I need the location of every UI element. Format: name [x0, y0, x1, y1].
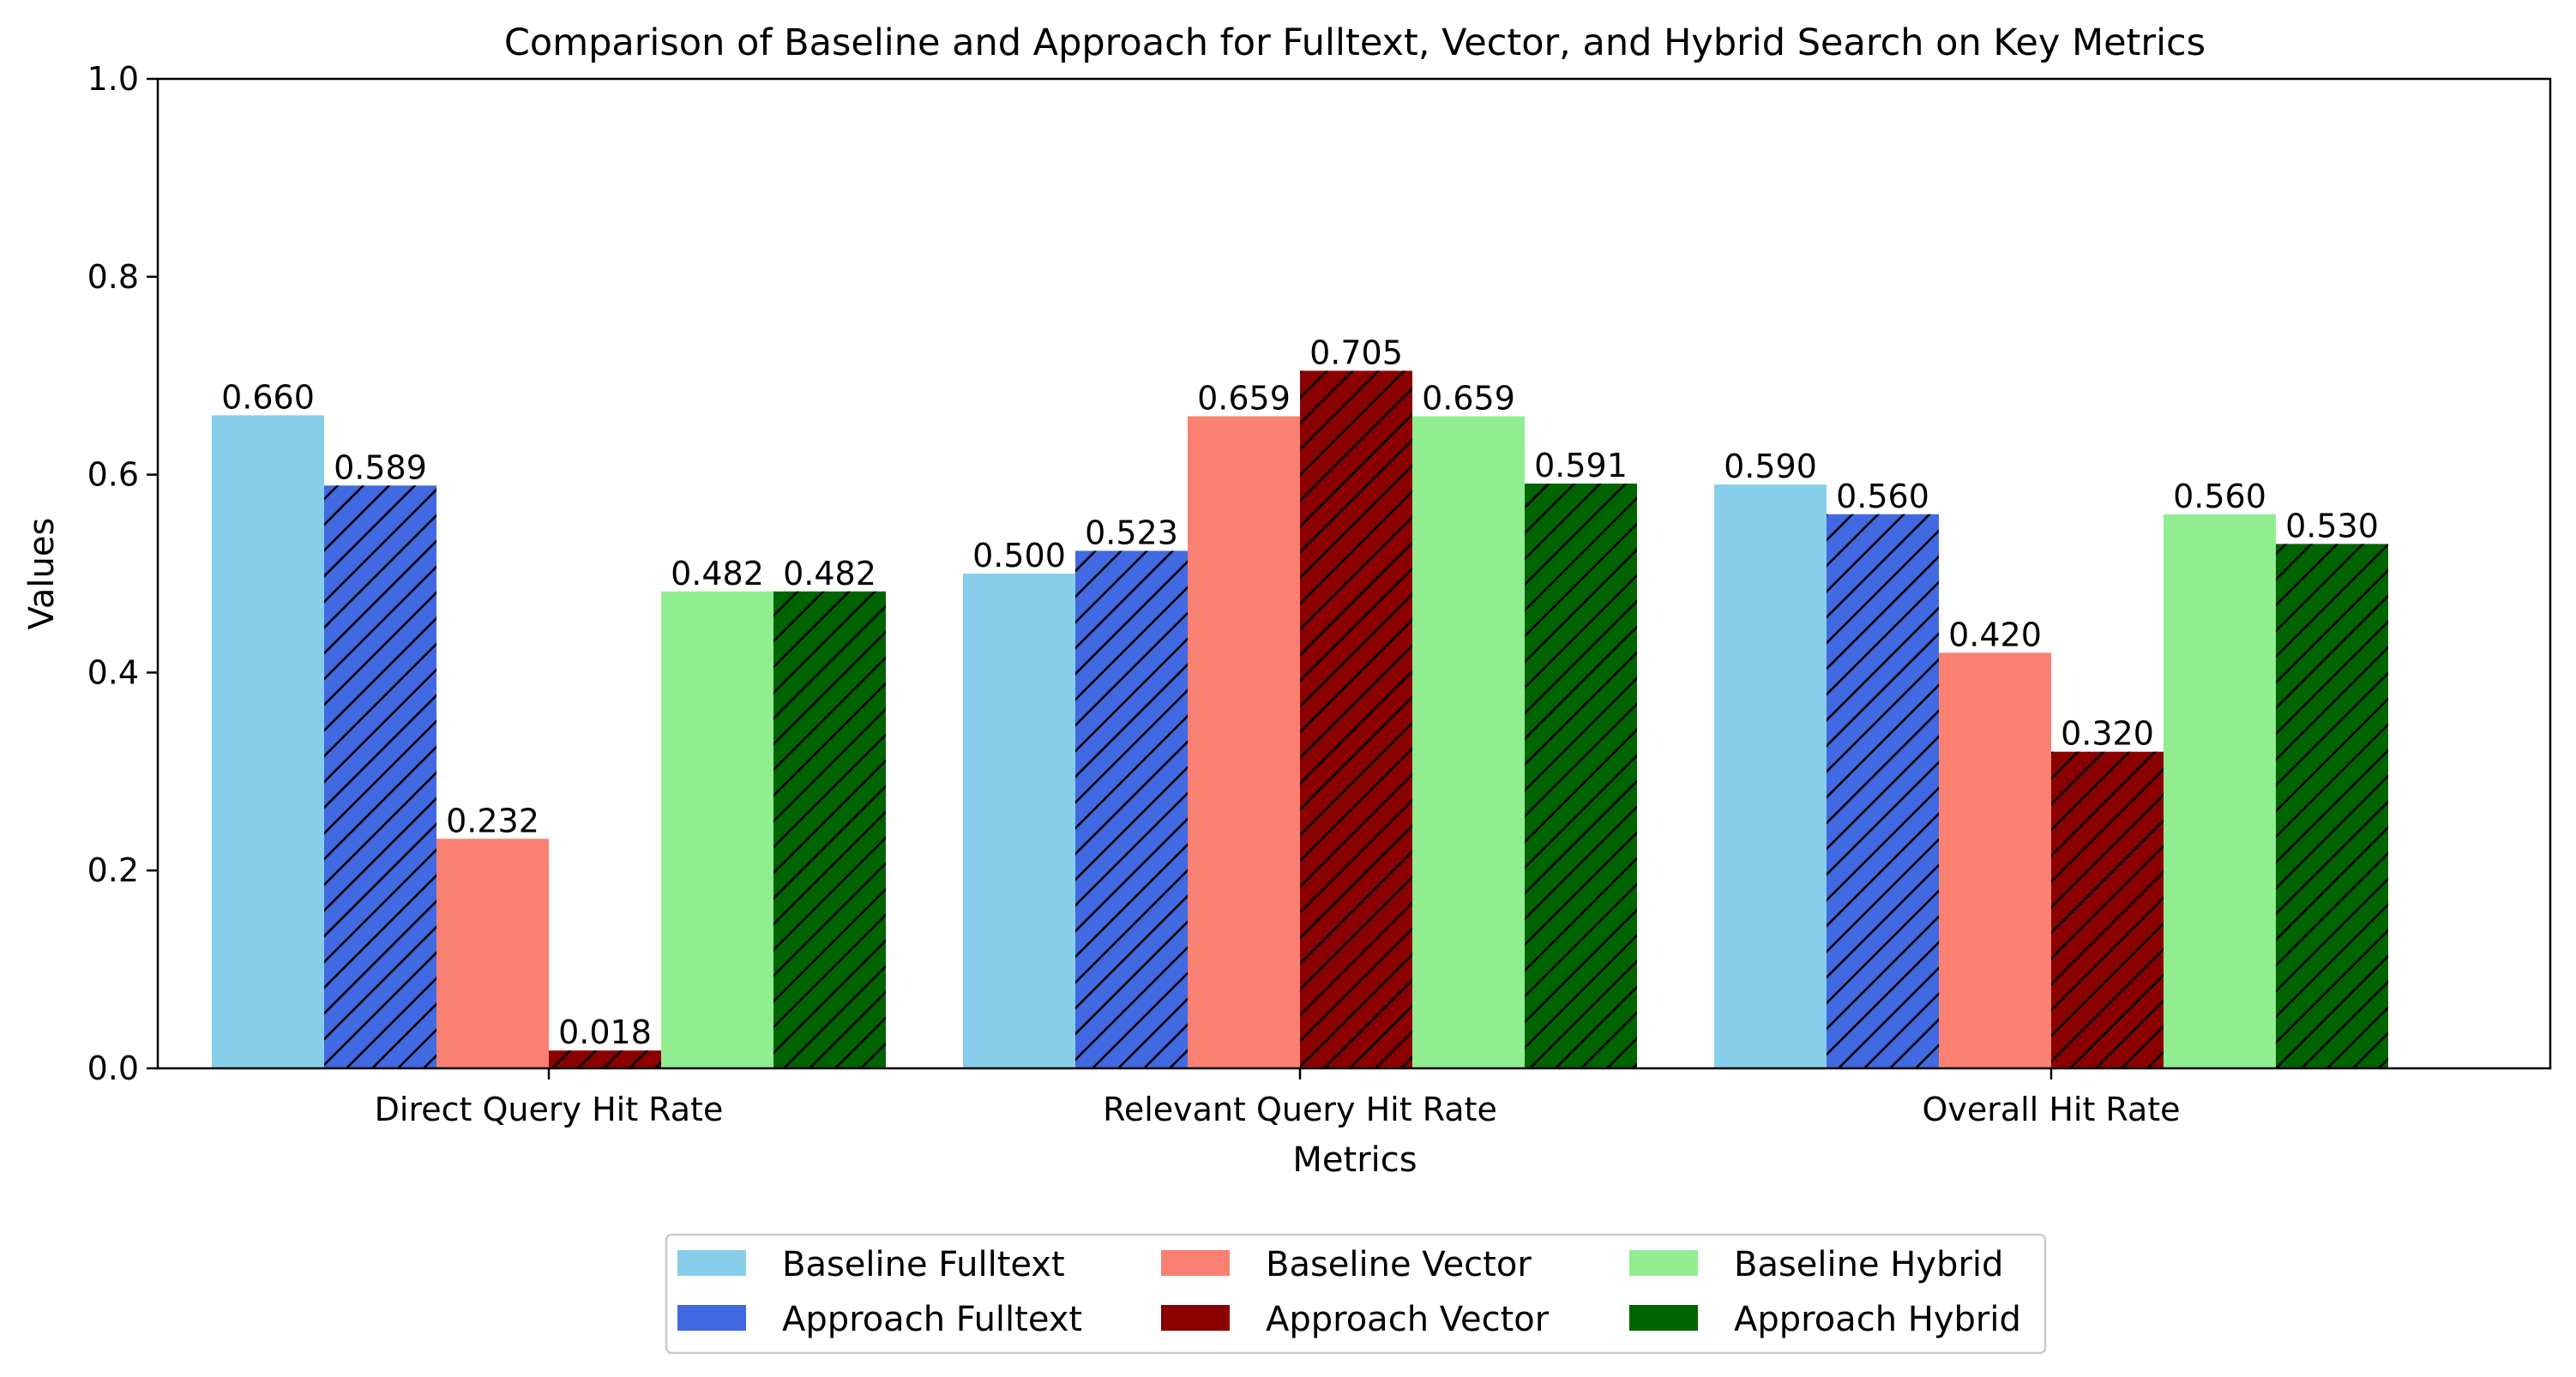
legend-swatch-baseline-fulltext: [677, 1250, 746, 1276]
y-axis-label: Values: [22, 518, 62, 630]
y-tick-label: 0.0: [87, 1049, 139, 1087]
bar-hatch-approach-fulltext-2: [1075, 550, 1188, 1068]
bar-baseline-hybrid-2: [1412, 416, 1525, 1068]
x-tick-label: Relevant Query Hit Rate: [1103, 1091, 1497, 1128]
legend-label-baseline-fulltext: Baseline Fulltext: [782, 1245, 1065, 1284]
x-axis: Direct Query Hit Rate Relevant Query Hit …: [375, 1068, 2181, 1128]
bar-value-label: 0.660: [221, 378, 315, 416]
bar-value-label: 0.659: [1422, 380, 1515, 418]
chart-title: Comparison of Baseline and Approach for …: [504, 21, 2206, 64]
bar-value-label: 0.500: [972, 537, 1066, 574]
bar-value-label: 0.560: [1836, 478, 1929, 515]
legend-swatch-baseline-vector: [1161, 1250, 1230, 1276]
y-tick-label: 0.4: [87, 653, 139, 691]
x-tick-label: Overall Hit Rate: [1922, 1091, 2180, 1128]
bar-value-label: 0.482: [783, 555, 876, 592]
x-tick-label: Direct Query Hit Rate: [375, 1091, 724, 1128]
bar-value-label: 0.590: [1724, 448, 1817, 485]
legend-swatch-approach-hybrid: [1629, 1305, 1698, 1331]
bar-value-label: 0.420: [1948, 616, 2042, 653]
bar-hatch-approach-vector-2: [1300, 370, 1412, 1068]
bars-layer: [212, 370, 2388, 1068]
y-axis: 0.0 0.2 0.4 0.6 0.8 1.0: [87, 60, 158, 1087]
bar-labels-layer: 0.660 0.589 0.232 0.018 0.482 0.482 0.500 0.523…: [221, 334, 2379, 1051]
bar-hatch-approach-vector-3: [2051, 751, 2164, 1068]
bar-hatch-approach-vector-1: [549, 1050, 661, 1068]
bar-value-label: 0.589: [334, 448, 427, 486]
legend-label-approach-vector: Approach Vector: [1266, 1300, 1550, 1339]
bar-value-label: 0.018: [558, 1013, 652, 1051]
plot-frame: [156, 77, 2552, 1070]
bar-baseline-vector-2: [1188, 416, 1300, 1068]
bar-value-label: 0.659: [1197, 380, 1291, 418]
bar-value-label: 0.523: [1085, 514, 1178, 551]
y-tick-label: 1.0: [87, 60, 139, 98]
y-tick-label: 0.6: [87, 456, 139, 494]
bar-baseline-vector-1: [436, 839, 549, 1068]
y-tick-label: 0.8: [87, 258, 139, 296]
legend-label-baseline-vector: Baseline Vector: [1266, 1245, 1532, 1284]
legend-frame: [665, 1233, 2047, 1355]
bar-hatch-approach-hybrid-1: [773, 591, 886, 1068]
bar-hatch-approach-hybrid-3: [2276, 544, 2388, 1068]
legend-swatch-approach-vector: [1161, 1305, 1230, 1331]
bar-hatch-approach-hybrid-2: [1525, 483, 1637, 1068]
legend-swatch-approach-fulltext: [677, 1305, 746, 1331]
bar-baseline-vector-3: [1939, 652, 2051, 1068]
bar-value-label: 0.482: [671, 555, 764, 592]
bar-baseline-hybrid-1: [661, 591, 773, 1068]
x-axis-label: Metrics: [1292, 1140, 1417, 1180]
legend-label-approach-hybrid: Approach Hybrid: [1734, 1300, 2021, 1339]
bar-baseline-fulltext-3: [1714, 484, 1827, 1068]
legend: Baseline Fulltext Approach Fulltext Baseli…: [665, 1233, 2047, 1355]
bar-value-label: 0.530: [2285, 507, 2379, 544]
legend-label-baseline-hybrid: Baseline Hybrid: [1734, 1245, 2003, 1284]
bar-value-label: 0.705: [1309, 334, 1403, 371]
bar-hatch-approach-fulltext-3: [1827, 514, 1939, 1068]
bar-value-label: 0.591: [1534, 447, 1628, 484]
legend-label-approach-fulltext: Approach Fulltext: [782, 1300, 1082, 1339]
bar-value-label: 0.232: [446, 802, 539, 839]
y-tick-label: 0.2: [87, 851, 139, 889]
bar-baseline-fulltext-1: [212, 415, 324, 1068]
bar-value-label: 0.320: [2061, 715, 2154, 753]
legend-swatch-baseline-hybrid: [1629, 1250, 1698, 1276]
bar-hatch-approach-fulltext-1: [324, 485, 436, 1068]
bar-baseline-fulltext-2: [963, 574, 1075, 1068]
bar-value-label: 0.560: [2173, 478, 2266, 515]
bar-baseline-hybrid-3: [2164, 514, 2276, 1068]
